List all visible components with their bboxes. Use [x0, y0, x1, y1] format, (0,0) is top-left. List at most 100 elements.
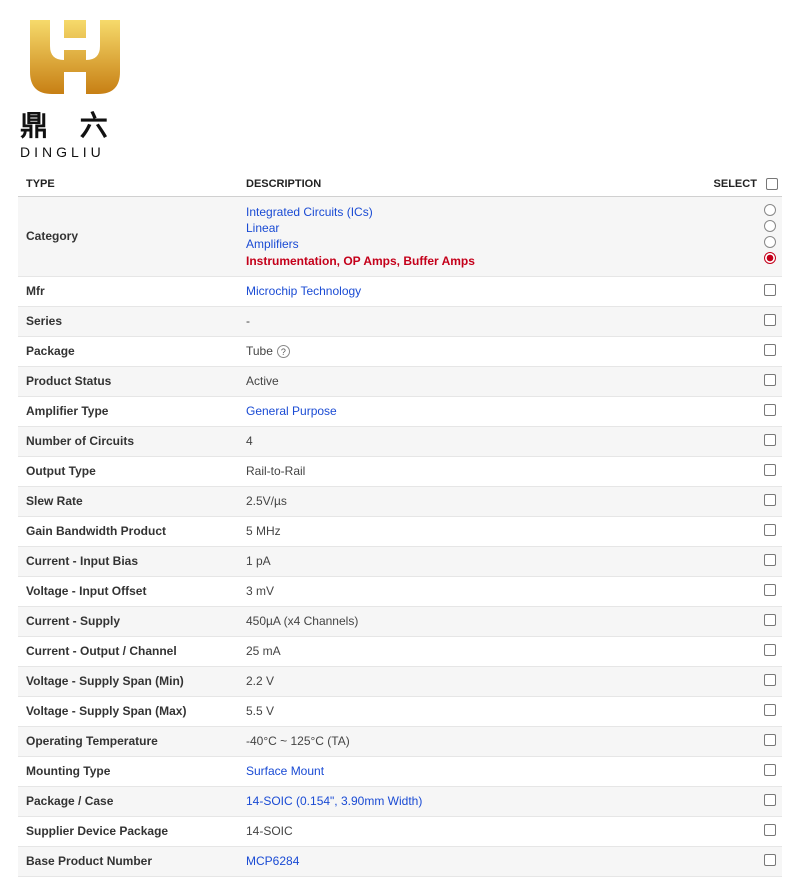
- row-checkbox[interactable]: [764, 734, 776, 746]
- row-value: 2.2 V: [238, 666, 706, 696]
- row-select: [706, 666, 782, 696]
- row-checkbox[interactable]: [764, 644, 776, 656]
- row-label: Amplifier Type: [18, 396, 238, 426]
- row-label: Mfr: [18, 276, 238, 306]
- table-row: Current - Input Bias1 pA: [18, 546, 782, 576]
- table-row: Current - Output / Channel25 mA: [18, 636, 782, 666]
- row-checkbox[interactable]: [764, 824, 776, 836]
- row-value: 4: [238, 426, 706, 456]
- table-row: Amplifier TypeGeneral Purpose: [18, 396, 782, 426]
- spec-table-container: TYPE DESCRIPTION SELECT Category Integra…: [0, 168, 800, 895]
- select-all-checkbox[interactable]: [766, 178, 778, 190]
- row-select: [706, 726, 782, 756]
- row-value: Active: [238, 366, 706, 396]
- table-row: Product StatusActive: [18, 366, 782, 396]
- row-label: Product Status: [18, 366, 238, 396]
- table-row: Series-: [18, 306, 782, 336]
- header-description: DESCRIPTION: [238, 168, 706, 197]
- row-select: [706, 576, 782, 606]
- row-value: 5.5 V: [238, 696, 706, 726]
- row-checkbox[interactable]: [764, 434, 776, 446]
- category-row: Category Integrated Circuits (ICs)Linear…: [18, 197, 782, 277]
- row-value: 450µA (x4 Channels): [238, 606, 706, 636]
- table-row: Voltage - Input Offset3 mV: [18, 576, 782, 606]
- row-label: Number of Circuits: [18, 426, 238, 456]
- table-row: Voltage - Supply Span (Min)2.2 V: [18, 666, 782, 696]
- row-checkbox[interactable]: [764, 554, 776, 566]
- row-value[interactable]: 14-SOIC (0.154", 3.90mm Width): [238, 786, 706, 816]
- row-label: Package: [18, 336, 238, 366]
- row-value: Rail-to-Rail: [238, 456, 706, 486]
- row-checkbox[interactable]: [764, 584, 776, 596]
- row-label: Supplier Device Package: [18, 816, 238, 846]
- category-link[interactable]: Amplifiers: [246, 236, 698, 252]
- row-label: Current - Output / Channel: [18, 636, 238, 666]
- row-checkbox[interactable]: [764, 674, 776, 686]
- row-value: 1 pA: [238, 546, 706, 576]
- help-icon[interactable]: ?: [277, 345, 290, 358]
- row-select: [706, 546, 782, 576]
- row-checkbox[interactable]: [764, 854, 776, 866]
- row-checkbox[interactable]: [764, 524, 776, 536]
- row-checkbox[interactable]: [764, 614, 776, 626]
- row-select: [706, 516, 782, 546]
- row-label: Operating Temperature: [18, 726, 238, 756]
- logo-chinese: 鼎 六: [20, 104, 780, 144]
- row-value[interactable]: MCP6284: [238, 846, 706, 876]
- row-value[interactable]: Surface Mount: [238, 756, 706, 786]
- row-select: [706, 846, 782, 876]
- logo-english: DINGLIU: [20, 144, 780, 160]
- row-checkbox[interactable]: [764, 344, 776, 356]
- category-link[interactable]: Integrated Circuits (ICs): [246, 204, 698, 220]
- row-select: [706, 426, 782, 456]
- table-row: Slew Rate2.5V/µs: [18, 486, 782, 516]
- row-select: [706, 606, 782, 636]
- row-checkbox[interactable]: [764, 404, 776, 416]
- row-value[interactable]: General Purpose: [238, 396, 706, 426]
- row-select: [706, 816, 782, 846]
- row-label: Voltage - Supply Span (Max): [18, 696, 238, 726]
- row-checkbox[interactable]: [764, 284, 776, 296]
- row-value[interactable]: Microchip Technology: [238, 276, 706, 306]
- category-link[interactable]: Linear: [246, 220, 698, 236]
- brand-logo: 鼎 六 DINGLIU: [0, 0, 800, 168]
- row-checkbox[interactable]: [764, 374, 776, 386]
- row-label: Series: [18, 306, 238, 336]
- row-value: Tube?: [238, 336, 706, 366]
- row-checkbox[interactable]: [764, 314, 776, 326]
- category-radio[interactable]: [764, 236, 776, 248]
- row-select: [706, 456, 782, 486]
- row-value: 3 mV: [238, 576, 706, 606]
- row-label: Gain Bandwidth Product: [18, 516, 238, 546]
- header-type: TYPE: [18, 168, 238, 197]
- row-value: 14-SOIC: [238, 816, 706, 846]
- row-label: Voltage - Supply Span (Min): [18, 666, 238, 696]
- row-select: [706, 366, 782, 396]
- table-row: Voltage - Supply Span (Max)5.5 V: [18, 696, 782, 726]
- table-row: Number of Circuits4: [18, 426, 782, 456]
- row-checkbox[interactable]: [764, 764, 776, 776]
- category-link[interactable]: Instrumentation, OP Amps, Buffer Amps: [246, 253, 698, 269]
- row-select: [706, 756, 782, 786]
- row-value: 5 MHz: [238, 516, 706, 546]
- category-radio[interactable]: [764, 204, 776, 216]
- row-label: Base Product Number: [18, 846, 238, 876]
- row-select: [706, 696, 782, 726]
- row-select: [706, 306, 782, 336]
- crown-icon: [20, 12, 130, 102]
- table-row: PackageTube?: [18, 336, 782, 366]
- table-header-row: TYPE DESCRIPTION SELECT: [18, 168, 782, 197]
- row-checkbox[interactable]: [764, 704, 776, 716]
- category-radio[interactable]: [764, 252, 776, 264]
- row-value: -40°C ~ 125°C (TA): [238, 726, 706, 756]
- row-select: [706, 336, 782, 366]
- category-radio[interactable]: [764, 220, 776, 232]
- table-row: Supplier Device Package14-SOIC: [18, 816, 782, 846]
- table-row: Operating Temperature-40°C ~ 125°C (TA): [18, 726, 782, 756]
- category-select: [706, 197, 782, 277]
- row-select: [706, 486, 782, 516]
- row-label: Slew Rate: [18, 486, 238, 516]
- row-checkbox[interactable]: [764, 494, 776, 506]
- row-checkbox[interactable]: [764, 464, 776, 476]
- row-label: Current - Supply: [18, 606, 238, 636]
